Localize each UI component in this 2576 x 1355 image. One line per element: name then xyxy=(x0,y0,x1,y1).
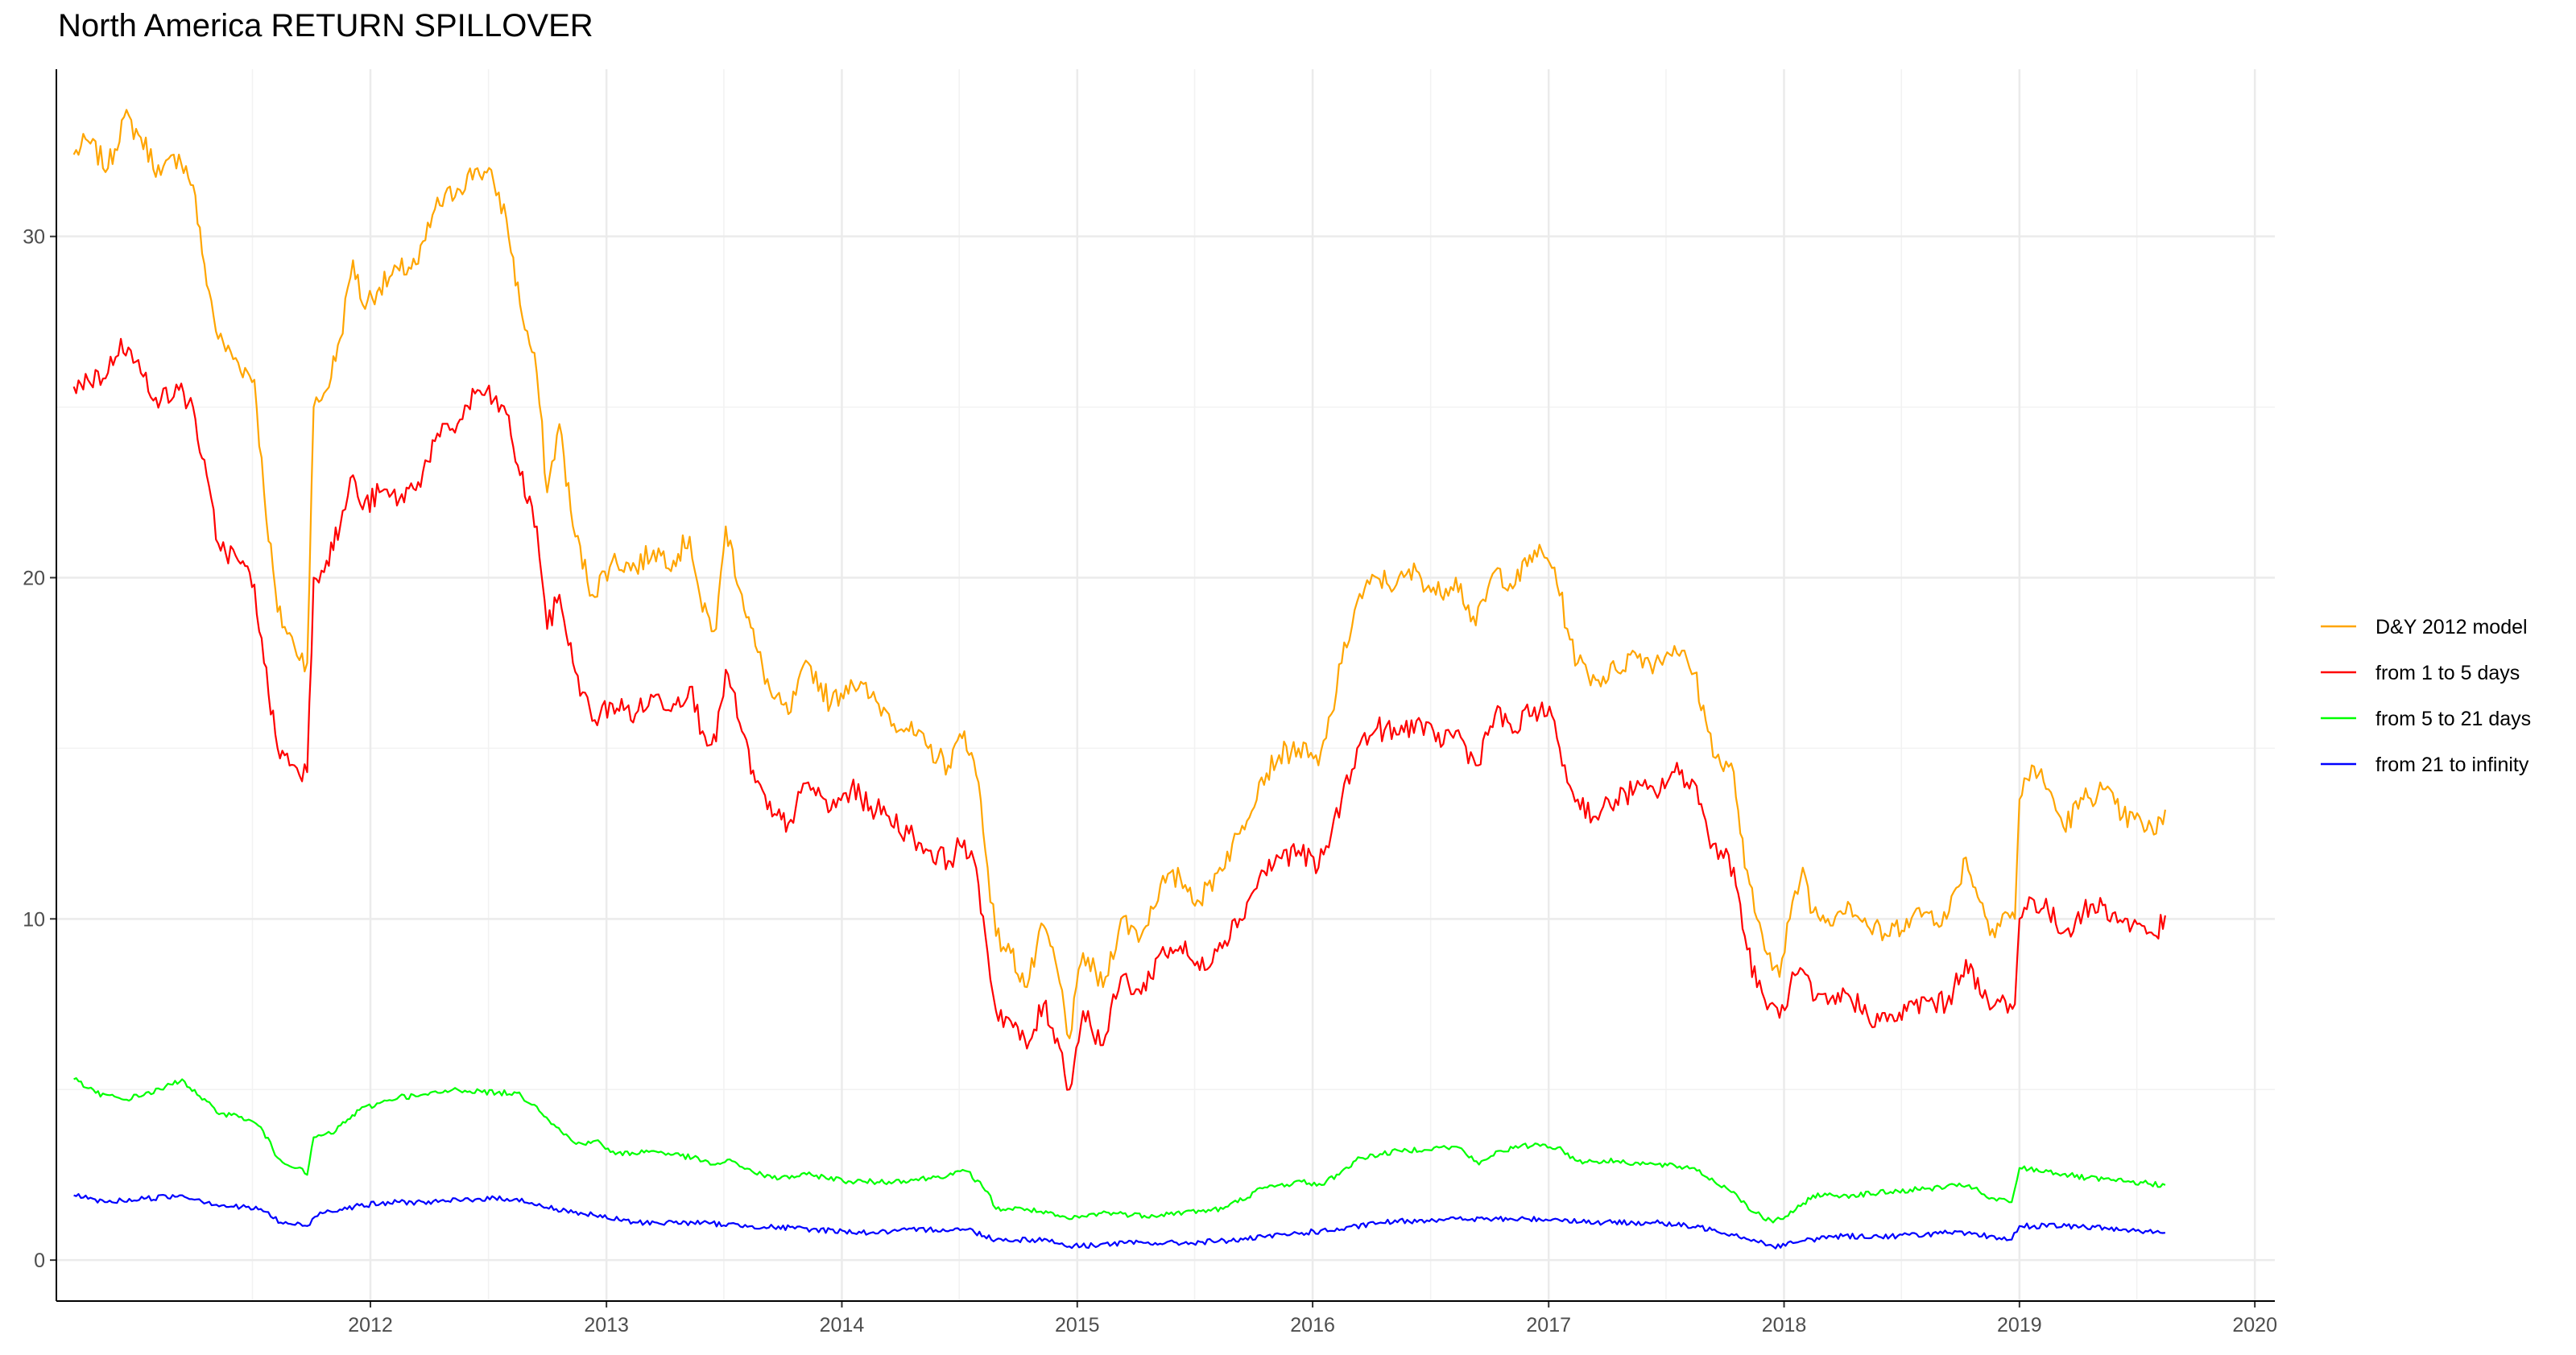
plot-background xyxy=(56,69,2275,1301)
x-tick-label: 2013 xyxy=(584,1314,629,1336)
x-tick-label: 2014 xyxy=(820,1314,865,1336)
series-line-3 xyxy=(73,1077,2166,1224)
legend-label-2: from 1 to 5 days xyxy=(2375,662,2520,684)
x-tick-label: 2015 xyxy=(1055,1314,1100,1336)
chart-title: North America RETURN SPILLOVER xyxy=(58,8,593,43)
x-tick-label: 2019 xyxy=(1997,1314,2042,1336)
x-tick-label: 2018 xyxy=(1762,1314,1807,1336)
legend-label-1: D&Y 2012 model xyxy=(2375,616,2528,638)
y-tick-label: 0 xyxy=(34,1250,45,1272)
x-tick-label: 2020 xyxy=(2232,1314,2277,1336)
legend-label-4: from 21 to infinity xyxy=(2375,754,2529,776)
x-tick-label: 2012 xyxy=(348,1314,393,1336)
axes: 0 10 20 30 2012 2013 2014 2015 2016 2017 2018 2019 2… xyxy=(23,69,2277,1336)
series-line-2 xyxy=(72,337,2166,1091)
series-line-4 xyxy=(73,1193,2166,1250)
legend: D&Y 2012 model from 1 to 5 days from 5 to … xyxy=(2321,616,2531,776)
series-line-1 xyxy=(72,109,2166,1039)
y-tick-label: 30 xyxy=(23,226,45,249)
x-tick-label: 2016 xyxy=(1290,1314,1335,1336)
series-lines xyxy=(72,109,2166,1250)
grid-lines xyxy=(56,69,2275,1301)
y-tick-label: 20 xyxy=(23,567,45,589)
legend-label-3: from 5 to 21 days xyxy=(2375,708,2531,730)
x-tick-label: 2017 xyxy=(1526,1314,1571,1336)
y-tick-label: 10 xyxy=(23,908,45,931)
